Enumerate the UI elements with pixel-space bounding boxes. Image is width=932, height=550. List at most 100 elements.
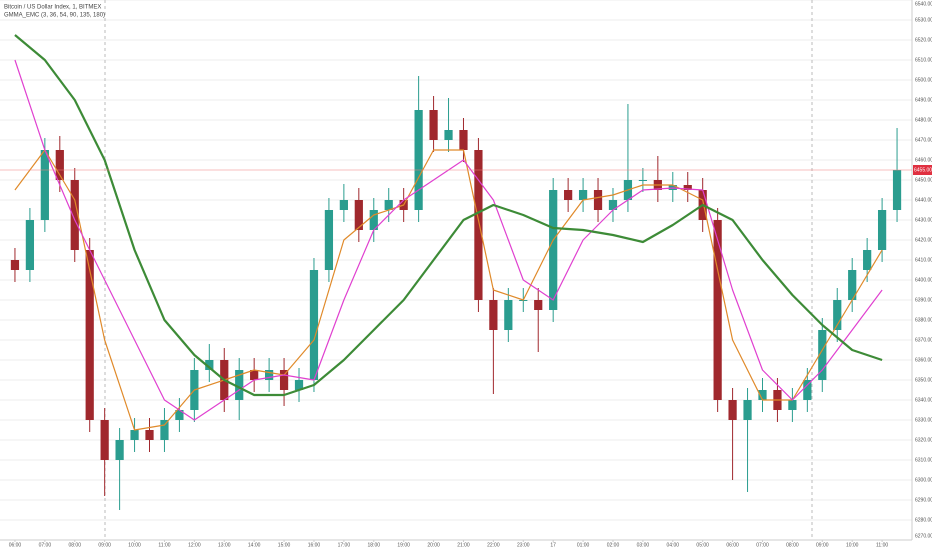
- x-tick-label: 11:00: [158, 542, 170, 548]
- y-tick-label: 6290.00: [915, 497, 932, 503]
- candle-body: [354, 200, 363, 230]
- x-tick-label: 07:00: [39, 542, 52, 548]
- candle-body: [877, 210, 887, 250]
- candle-body: [444, 130, 453, 140]
- candle-body: [205, 360, 214, 370]
- x-tick-label: 15:00: [278, 542, 291, 548]
- y-tick-label: 6310.00: [915, 457, 932, 463]
- x-tick-label: 09:00: [816, 542, 829, 548]
- y-tick-label: 6360.00: [915, 357, 932, 363]
- candle-body: [309, 270, 319, 380]
- ema-line: [14, 149, 883, 431]
- candle-body: [384, 200, 393, 210]
- candle-body: [892, 170, 902, 210]
- last-price-tag: [913, 165, 932, 175]
- y-tick-label: 6530.00: [915, 17, 932, 23]
- candle-body: [848, 270, 857, 300]
- y-tick-label: 6480.00: [915, 117, 932, 123]
- chart-title: Bitcoin / US Dollar Index, 1, BITMEX: [4, 5, 101, 11]
- candle-body: [459, 130, 468, 150]
- candle-body: [429, 110, 438, 140]
- y-tick-label: 6500.00: [915, 77, 932, 83]
- x-tick-label: 10:00: [846, 542, 859, 548]
- candle-body: [549, 190, 558, 310]
- x-tick-label: 06:00: [726, 542, 739, 548]
- candle-body: [758, 390, 767, 400]
- y-tick-label: 6390.00: [915, 297, 932, 303]
- x-tick-label: 02:00: [607, 542, 620, 548]
- y-tick-label: 6540.00: [915, 1, 932, 7]
- x-tick-label: 18:00: [368, 542, 381, 548]
- ema-line: [14, 34, 883, 397]
- x-tick-label: 11:00: [876, 542, 888, 548]
- y-tick-label: 6440.00: [915, 197, 932, 203]
- candle-body: [339, 200, 348, 210]
- candle-body: [10, 260, 20, 270]
- candle-body: [534, 300, 543, 310]
- candle-body: [564, 190, 573, 200]
- candle-body: [250, 370, 259, 380]
- candle-body: [863, 250, 872, 270]
- x-tick-label: 16:00: [308, 542, 321, 548]
- x-tick-label: 13:00: [218, 542, 231, 548]
- x-tick-label: 17: [550, 542, 556, 548]
- x-tick-label: 19:00: [397, 542, 410, 548]
- y-tick-label: 6300.00: [915, 477, 932, 483]
- candle-body: [175, 410, 184, 420]
- candle-body: [713, 220, 722, 400]
- x-tick-label: 21:00: [457, 542, 470, 548]
- x-tick-label: 01:00: [577, 542, 590, 548]
- candle-body: [414, 110, 423, 210]
- last-price-label: 6455.00: [914, 167, 932, 173]
- y-tick-label: 6510.00: [915, 57, 932, 63]
- y-tick-label: 6280.00: [915, 517, 932, 523]
- x-tick-label: 10:00: [128, 542, 141, 548]
- candle-body: [85, 250, 94, 420]
- y-tick-label: 6400.00: [915, 277, 932, 283]
- y-tick-label: 6520.00: [915, 37, 932, 43]
- candle-body: [130, 430, 139, 440]
- candle-body: [70, 180, 79, 250]
- x-tick-label: 22:00: [487, 542, 500, 548]
- candle-body: [265, 370, 274, 380]
- candle-body: [279, 370, 289, 390]
- candle-body: [788, 400, 797, 410]
- y-tick-label: 6380.00: [915, 317, 932, 323]
- indicator-title: GMMA_EMC (3, 36, 54, 90, 135, 180): [4, 13, 105, 19]
- candle-body: [728, 400, 737, 420]
- x-tick-label: 20:00: [427, 542, 440, 548]
- y-tick-label: 6420.00: [915, 237, 932, 243]
- x-tick-label: 07:00: [756, 542, 769, 548]
- candle-body: [833, 300, 842, 330]
- grid: [0, 0, 912, 541]
- x-tick-label: 06:00: [9, 542, 22, 548]
- x-tick-label: 08:00: [68, 542, 81, 548]
- candle-body: [324, 210, 334, 270]
- y-tick-label: 6370.00: [915, 337, 932, 343]
- y-tick-label: 6350.00: [915, 377, 932, 383]
- candle-body: [55, 150, 64, 180]
- y-tick-label: 6460.00: [915, 157, 932, 163]
- candle-body: [474, 150, 483, 300]
- y-tick-label: 6330.00: [915, 417, 932, 423]
- candle-body: [369, 210, 378, 230]
- y-tick-label: 6450.00: [915, 177, 932, 183]
- candle-body: [100, 420, 109, 460]
- candle-body: [593, 190, 603, 210]
- candle-body: [25, 220, 35, 270]
- candle-body: [608, 200, 618, 210]
- candle-body: [803, 380, 812, 400]
- candle-body: [683, 185, 692, 190]
- candle-body: [578, 190, 588, 200]
- y-tick-label: 6430.00: [915, 217, 932, 223]
- candle-body: [235, 370, 244, 400]
- y-tick-label: 6320.00: [915, 437, 932, 443]
- candle-body: [115, 440, 124, 460]
- x-tick-label: 04:00: [667, 542, 680, 548]
- candle-body: [638, 180, 647, 181]
- x-tick-label: 09:00: [98, 542, 111, 548]
- y-tick-label: 6340.00: [915, 397, 932, 403]
- candle-body: [489, 300, 498, 330]
